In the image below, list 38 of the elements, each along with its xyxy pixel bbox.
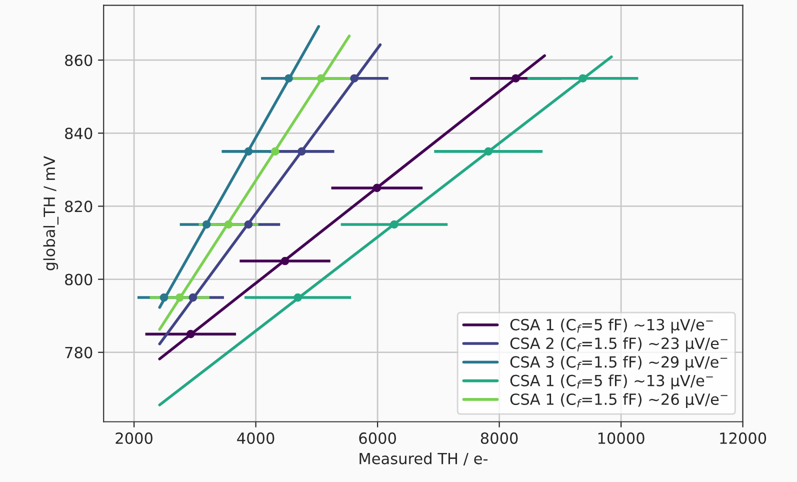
legend-label: CSA 2 (C$_{f}$=1.5 fF) ~23 μV/e$^{−}$ bbox=[510, 337, 728, 352]
y-tick-label: 840 bbox=[65, 128, 92, 140]
point bbox=[175, 293, 184, 302]
point bbox=[244, 147, 253, 156]
legend-label: CSA 1 (C$_{f}$=5 fF) ~13 μV/e$^{−}$ bbox=[510, 318, 713, 334]
x-axis-title: Measured TH / e- bbox=[360, 452, 488, 466]
point bbox=[244, 220, 253, 229]
point bbox=[484, 147, 493, 156]
x-tick-label: 12000 bbox=[720, 432, 766, 444]
y-tick-label: 860 bbox=[65, 54, 92, 66]
y-tick-label: 800 bbox=[65, 274, 92, 286]
point bbox=[224, 220, 233, 229]
y-tick-label: 780 bbox=[65, 346, 92, 358]
x-tick-label: 2000 bbox=[116, 432, 152, 444]
point bbox=[186, 330, 195, 338]
point bbox=[284, 74, 293, 83]
legend-label: CSA 1 (C$_{f}$=1.5 fF) ~26 μV/e$^{−}$ bbox=[510, 393, 728, 408]
legend-label: CSA 3 (C$_{f}$=1.5 fF) ~29 μV/e$^{−}$ bbox=[510, 356, 728, 371]
point bbox=[578, 74, 587, 83]
point bbox=[270, 147, 280, 156]
point bbox=[160, 293, 168, 302]
point bbox=[294, 293, 302, 302]
point bbox=[280, 256, 290, 266]
legend-label: CSA 1 (C$_{f}$=5 fF) ~13 μV/e$^{−}$ bbox=[510, 374, 713, 390]
point bbox=[390, 220, 398, 229]
x-tick-label: 10000 bbox=[598, 432, 644, 444]
point bbox=[350, 74, 358, 83]
x-tick-label: 6000 bbox=[359, 432, 396, 444]
y-tick-label: 820 bbox=[65, 200, 92, 212]
point bbox=[512, 74, 520, 83]
point bbox=[316, 74, 326, 83]
y-axis-title: global_TH / mV bbox=[43, 156, 58, 270]
point bbox=[298, 147, 306, 156]
point bbox=[202, 220, 211, 229]
point bbox=[372, 184, 382, 192]
x-tick-label: 8000 bbox=[480, 432, 518, 444]
x-tick-label: 4000 bbox=[237, 432, 274, 444]
point bbox=[188, 293, 198, 302]
